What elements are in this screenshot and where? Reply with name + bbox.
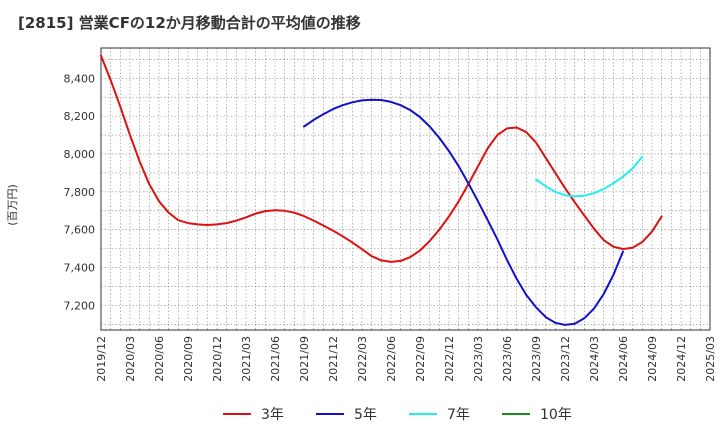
x-tick-label: 2021/12 [327, 336, 340, 382]
x-tick-label: 2022/12 [443, 336, 456, 382]
y-tick-label: 7,400 [64, 262, 96, 275]
x-tick-label: 2023/06 [501, 336, 514, 382]
x-tick-label: 2024/12 [675, 336, 688, 382]
legend-label: 10年 [540, 407, 572, 423]
y-tick-label: 8,200 [64, 110, 96, 123]
x-tick-label: 2019/12 [95, 336, 108, 382]
x-tick-label: 2021/03 [240, 336, 253, 382]
x-tick-label: 2022/09 [414, 336, 427, 382]
y-tick-label: 7,600 [64, 224, 96, 237]
x-tick-label: 2022/06 [385, 336, 398, 382]
series-line-3年 [100, 54, 663, 263]
grid [101, 48, 710, 330]
legend-label: 3年 [261, 407, 284, 423]
x-axis: 2019/12 2020/03 2020/06 2020/09 2020/12 2021/… [95, 336, 717, 382]
y-tick-label: 7,200 [64, 299, 96, 312]
chart-title: [2815] 営業CFの12か月移動合計の平均値の推移 [18, 14, 361, 32]
x-tick-label: 2023/12 [559, 336, 572, 382]
x-tick-label: 2024/03 [588, 336, 601, 382]
x-tick-label: 2025/03 [704, 336, 717, 382]
series-lines [100, 54, 663, 326]
y-tick-label: 8,000 [64, 148, 96, 161]
x-tick-label: 2021/06 [269, 336, 282, 382]
x-tick-label: 2022/03 [356, 336, 369, 382]
x-tick-label: 2020/06 [153, 336, 166, 382]
legend-label: 7年 [447, 407, 470, 423]
series-line-5年 [303, 98, 624, 326]
series-line-7年 [535, 155, 644, 198]
x-tick-label: 2021/09 [298, 336, 311, 382]
plot-frame [100, 47, 711, 331]
y-tick-label: 8,400 [64, 72, 96, 85]
y-tick-label: 7,800 [64, 186, 96, 199]
x-tick-label: 2024/09 [646, 336, 659, 382]
y-axis-label: (百万円) [6, 184, 19, 226]
legend: 3年 5年 7年 10年 [223, 407, 572, 423]
x-tick-label: 2020/12 [211, 336, 224, 382]
x-tick-label: 2020/09 [182, 336, 195, 382]
legend-label: 5年 [354, 407, 377, 423]
y-axis: 7,200 7,400 7,600 7,800 8,000 8,200 8,400 [64, 72, 96, 312]
x-tick-label: 2023/09 [530, 336, 543, 382]
x-tick-label: 2024/06 [617, 336, 630, 382]
x-tick-label: 2023/03 [472, 336, 485, 382]
x-tick-label: 2020/03 [124, 336, 137, 382]
